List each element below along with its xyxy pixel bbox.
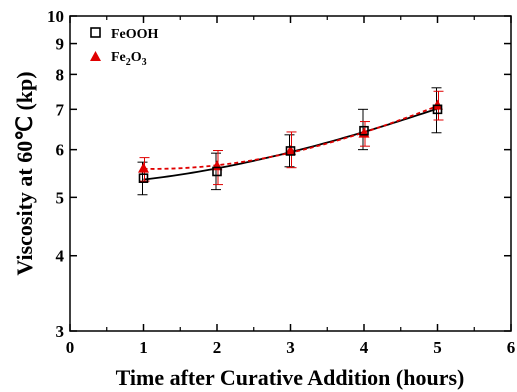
y-tick-label: 4 bbox=[56, 247, 65, 266]
legend-marker-feooh bbox=[90, 27, 101, 38]
y-tick-label: 8 bbox=[56, 65, 65, 84]
y-tick-label: 7 bbox=[56, 100, 65, 119]
y-axis-label: Viscosity at 60℃ (kp) bbox=[12, 71, 37, 275]
legend-marker-fe2o3 bbox=[90, 51, 101, 61]
fit-lines bbox=[143, 105, 438, 181]
error-bars bbox=[137, 87, 444, 196]
x-tick-label: 3 bbox=[286, 338, 295, 357]
x-tick-label: 2 bbox=[213, 338, 222, 357]
fit-line-series-0 bbox=[143, 107, 438, 181]
x-tick-label: 4 bbox=[360, 338, 369, 357]
axis-ticks: 0 1 2 3 4 5 6 3 4 5 6 7 8 9 10 bbox=[47, 7, 515, 357]
legend-label-fe2o3: Fe2O3 bbox=[111, 50, 147, 68]
data-point-fe2o3 bbox=[285, 144, 296, 155]
fit-line-series-1 bbox=[143, 105, 438, 170]
x-axis-label: Time after Curative Addition (hours) bbox=[116, 365, 465, 390]
y-tick-label: 9 bbox=[56, 35, 65, 54]
y-tick-label: 3 bbox=[56, 322, 65, 341]
legend: FeOOH Fe2O3 bbox=[90, 27, 159, 68]
data-point-feooh bbox=[432, 104, 443, 115]
data-point-fe2o3 bbox=[138, 162, 149, 173]
x-tick-label: 6 bbox=[507, 338, 516, 357]
data-point-feooh bbox=[285, 146, 296, 156]
x-tick-label: 5 bbox=[433, 338, 442, 357]
data-markers bbox=[138, 99, 443, 183]
data-point-feooh bbox=[138, 173, 149, 183]
x-tick-label: 0 bbox=[66, 338, 75, 357]
data-point-feooh bbox=[212, 166, 222, 177]
y-tick-label: 5 bbox=[56, 188, 65, 207]
y-tick-label: 10 bbox=[47, 7, 64, 26]
x-tick-label: 1 bbox=[139, 338, 148, 357]
legend-label-feooh: FeOOH bbox=[111, 27, 159, 42]
y-tick-label: 6 bbox=[56, 141, 65, 160]
data-point-feooh bbox=[359, 125, 369, 136]
